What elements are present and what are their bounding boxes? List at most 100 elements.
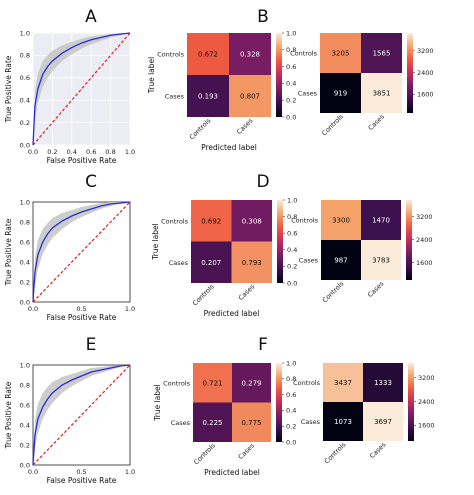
cm-f2-colorbar-label: 1600	[418, 422, 435, 430]
roc-a-ytick-label: 0.0	[20, 141, 30, 149]
cm-b1-colorbar-label: 0.4	[286, 80, 296, 88]
cm-d2-cell	[321, 240, 361, 280]
roc-a-ytick-label: 0.4	[20, 97, 30, 105]
panel-letter-e: E	[86, 335, 97, 355]
cm-d2-xtick-label: Controls	[321, 279, 346, 304]
cm-d1-xtick-label: Controls	[191, 282, 216, 307]
cm-d1-ylabel: True label	[151, 223, 160, 260]
cm-b1-ytick-label: Cases	[165, 93, 185, 101]
cm-b1-cell-value: 0.328	[240, 51, 260, 59]
cm-f2-cell	[363, 402, 403, 441]
roc-c-ylabel: True Positive Rate	[4, 218, 13, 286]
cm-d1-cell-value: 0.308	[242, 217, 262, 225]
cm-d1-colorbar-label: 0.0	[287, 279, 297, 287]
roc-e-chance-line	[32, 364, 131, 466]
roc-c-chance-line	[32, 201, 131, 303]
roc-e-xtick-label: 1.0	[125, 468, 135, 476]
cm-f1-cell-value: 0.721	[202, 379, 222, 387]
roc-a-xtick-label: 1.0	[125, 148, 135, 156]
cm-f1-colorbar-label: 0.4	[286, 407, 296, 415]
roc-c-ytick-label: 0.2	[20, 278, 30, 286]
roc-e-confidence-band	[33, 365, 130, 465]
roc-a-xtick-label: 0.6	[86, 148, 96, 156]
cm-d2-cell-value: 987	[334, 257, 347, 265]
roc-e-xtick-label: 0.0	[28, 468, 38, 476]
cm-b2-cell-value: 3205	[332, 50, 350, 58]
cm-b1-colorbar-label: 0.0	[286, 113, 296, 121]
cm-b2-cell-value: 3851	[373, 90, 391, 98]
cm-d2-cell	[361, 200, 401, 240]
cm-f1-cell	[193, 363, 232, 403]
cm-f2-cell	[323, 363, 363, 402]
cm-f1-cell	[232, 363, 271, 403]
cm-f1-cell-value: 0.225	[202, 419, 222, 427]
cm-d2-colorbar-label: 3200	[416, 213, 433, 221]
cm-b1-xlabel: Predicted label	[201, 143, 257, 152]
cm-b1-colorbar-label: 0.6	[286, 63, 296, 71]
cm-d1-colorbar-label: 1.0	[287, 196, 297, 204]
cm-b2-cell	[320, 73, 361, 113]
cm-b2-chart: 3205 1565 919 3851 Controls Cases Controls Case…	[290, 33, 434, 137]
cm-d2-cell	[321, 200, 361, 240]
cm-d2-colorbar	[406, 200, 412, 280]
cm-b2-cell	[320, 33, 361, 73]
cm-f1-colorbar-label: 0.0	[286, 438, 296, 446]
cm-d1-ytick-label: Cases	[169, 259, 189, 267]
cm-d1-cell	[231, 241, 272, 283]
roc-a-ylabel: True Positive Rate	[4, 55, 13, 123]
cm-d1-colorbar-label: 0.8	[287, 213, 297, 221]
cm-f1-xlabel: Predicted label	[204, 468, 260, 477]
roc-a-chart: 0.0 0.2 0.4 0.6 0.8 1.0 0.0 0.2 0.4 0.6 0.8 1.0 Fals…	[4, 29, 135, 165]
cm-f2-cell-value: 3437	[334, 379, 352, 387]
cm-d1-colorbar-label: 0.4	[287, 246, 297, 254]
cm-b1-colorbar	[276, 33, 282, 117]
cm-f1-ytick-label: Cases	[171, 419, 191, 427]
cm-f1-cell-value: 0.279	[241, 379, 261, 387]
cm-b2-xtick-label: Controls	[320, 112, 345, 137]
roc-a-roc-curve	[32, 32, 131, 146]
cm-f1-cell	[232, 402, 271, 442]
roc-a-ytick-label: 0.8	[20, 52, 30, 60]
cm-f1-xtick-label: Controls	[192, 441, 217, 466]
cm-d1-cell-value: 0.793	[242, 259, 262, 267]
cm-f2-colorbar-label: 2400	[418, 398, 435, 406]
cm-d2-cell-value: 1470	[372, 217, 390, 225]
cm-b1-cell	[187, 75, 229, 117]
cm-b1-xtick-label: Controls	[188, 116, 213, 141]
roc-a-xtick-label: 0.0	[28, 148, 38, 156]
roc-e-ytick-label: 1.0	[20, 361, 30, 369]
cm-b1-chart: 0.672 0.328 0.193 0.807 Controls Cases Control…	[147, 29, 296, 152]
cm-d1-chart: 0.692 0.308 0.207 0.793 Controls Cases Control…	[151, 196, 297, 318]
cm-f2-cell-value: 1333	[374, 379, 392, 387]
roc-a-xlabel: False Positive Rate	[47, 156, 117, 165]
plots: 0.0 0.2 0.4 0.6 0.8 1.0 0.0 0.2 0.4 0.6 0.8 1.0 Fals…	[4, 29, 435, 485]
cm-b2-xtick-label: Cases	[367, 112, 387, 132]
cm-d2-ytick-label: Cases	[299, 257, 319, 265]
cm-f1-colorbar-label: 0.2	[286, 423, 296, 431]
roc-a-xtick-label: 0.4	[67, 148, 77, 156]
roc-e-roc-curve	[32, 364, 131, 466]
panel-letter-f: F	[258, 335, 268, 355]
cm-f1-chart: 0.721 0.279 0.225 0.775 Controls Cases Control…	[153, 359, 296, 477]
cm-b2-cell	[361, 73, 402, 113]
cm-f2-cell-value: 3697	[374, 418, 392, 426]
roc-c-roc-curve	[32, 201, 131, 303]
roc-c-xlabel: False Positive Rate	[47, 313, 117, 322]
panel-letter-b: B	[257, 7, 269, 27]
cm-f2-cell	[363, 363, 403, 402]
cm-d1-cell	[191, 200, 232, 242]
cm-f1-colorbar-label: 0.6	[286, 391, 296, 399]
roc-c-ytick-label: 0.8	[20, 218, 30, 226]
cm-d2-colorbar-label: 2400	[416, 236, 433, 244]
cm-f2-chart: 3437 1333 1073 3697 Controls Cases Controls Cas…	[293, 363, 435, 465]
cm-d1-cell-value: 0.207	[201, 259, 221, 267]
cm-b2-cell-value: 1565	[373, 50, 391, 58]
cm-f2-ytick-label: Controls	[293, 379, 320, 387]
roc-e-ytick-label: 0.8	[20, 381, 30, 389]
cm-d2-chart: 3300 1470 987 3783 Controls Cases Controls Case…	[291, 200, 433, 304]
cm-f1-colorbar	[276, 363, 282, 442]
cm-f2-cell-value: 1073	[334, 418, 352, 426]
cm-b1-xtick-label: Cases	[235, 116, 255, 136]
roc-c-ytick-label: 0.0	[20, 298, 30, 306]
